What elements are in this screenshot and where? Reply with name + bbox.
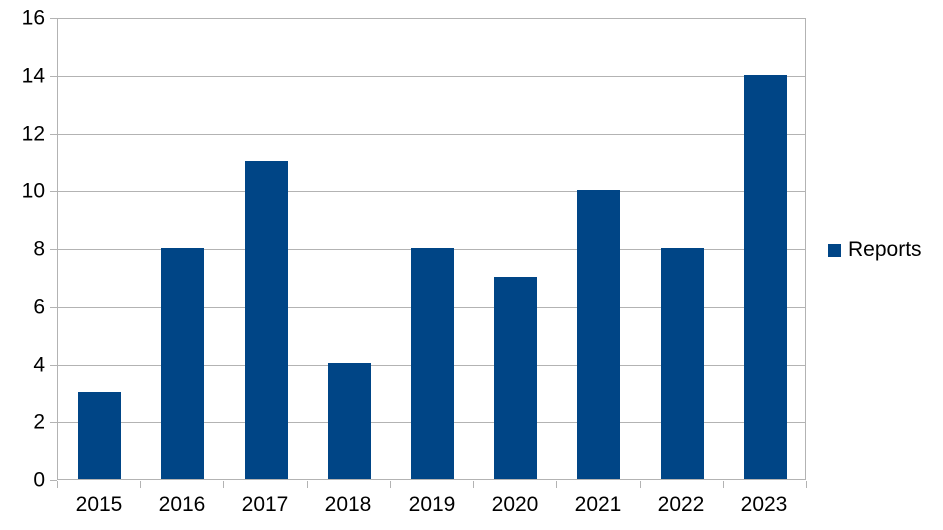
x-axis-tick-label: 2022: [657, 493, 705, 516]
x-axis-tick-label: 2016: [158, 493, 206, 516]
x-axis-tick: [140, 481, 141, 488]
legend-swatch-icon: [828, 243, 841, 257]
bar-2022: [661, 248, 704, 479]
bar-2019: [411, 248, 454, 479]
legend: Reports: [828, 238, 922, 262]
y-axis-tick: [50, 306, 57, 308]
bar-2016: [161, 248, 204, 479]
bar-2017: [245, 161, 288, 479]
legend-label: Reports: [848, 238, 922, 261]
y-axis-tick-label: 4: [33, 353, 45, 376]
y-axis: 0 2 4 6 8 10 12 14 16: [0, 0, 57, 530]
x-axis-tick: [307, 481, 308, 488]
x-axis-tick-label: 2020: [491, 493, 539, 516]
x-axis-tick-label: 2017: [241, 493, 289, 516]
plot-area: [57, 18, 806, 480]
y-axis-tick-label: 12: [21, 122, 45, 145]
x-axis-tick: [640, 481, 641, 488]
y-axis-tick-label: 10: [21, 179, 45, 203]
y-axis-tick: [50, 249, 57, 250]
x-axis-tick-label: 2019: [408, 493, 456, 516]
y-axis-tick-label: 14: [21, 64, 45, 88]
x-axis-tick: [556, 481, 557, 488]
bar-2021: [577, 190, 620, 479]
y-axis-tick-label: 8: [33, 237, 45, 261]
x-axis-tick: [390, 481, 391, 488]
x-axis-tick: [723, 481, 724, 488]
x-axis-tick-label: 2021: [574, 493, 622, 516]
gridline: [58, 191, 805, 193]
y-axis-tick: [50, 75, 57, 77]
x-axis-tick: [806, 481, 807, 488]
y-axis-tick-label: 6: [33, 295, 45, 319]
gridline: [58, 75, 805, 77]
x-axis-tick-label: 2018: [324, 493, 372, 516]
y-axis-tick-label: 16: [21, 6, 45, 30]
bar-2023: [744, 75, 787, 479]
x-axis-tick-label: 2023: [740, 493, 788, 516]
y-axis-tick: [50, 364, 57, 366]
y-axis-tick: [50, 422, 57, 424]
x-axis-tick-label: 2015: [75, 493, 123, 516]
x-axis-tick: [57, 481, 58, 488]
gridline: [58, 18, 805, 19]
bar-2018: [328, 363, 371, 479]
bar-2015: [78, 392, 121, 479]
y-axis-tick: [50, 191, 57, 193]
gridline: [58, 133, 805, 135]
y-axis-tick: [50, 480, 57, 481]
y-axis-tick-label: 0: [33, 468, 45, 492]
y-axis-tick-label: 2: [33, 410, 45, 434]
y-axis-tick: [50, 18, 57, 19]
bar-2020: [494, 277, 537, 479]
x-axis-tick: [223, 481, 224, 488]
y-axis-tick: [50, 133, 57, 135]
x-axis-tick: [473, 481, 474, 488]
